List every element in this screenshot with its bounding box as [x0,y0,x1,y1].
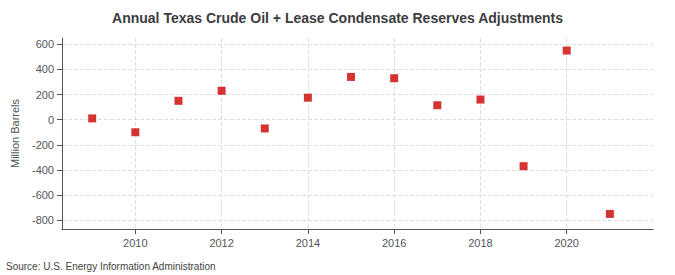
svg-text:0: 0 [48,114,54,126]
svg-text:400: 400 [36,63,54,75]
svg-text:Annual Texas Crude Oil + Lease: Annual Texas Crude Oil + Lease Condensat… [112,10,563,26]
svg-text:-200: -200 [32,139,54,151]
svg-text:200: 200 [36,89,54,101]
svg-text:2010: 2010 [123,237,147,249]
svg-text:Million Barrels: Million Barrels [9,98,21,168]
svg-text:2020: 2020 [554,237,578,249]
svg-text:-400: -400 [32,164,54,176]
svg-text:2012: 2012 [209,237,233,249]
svg-text:-600: -600 [32,189,54,201]
svg-text:Source: U.S. Energy Informatio: Source: U.S. Energy Information Administ… [6,261,216,272]
svg-text:2014: 2014 [296,237,320,249]
svg-text:2016: 2016 [382,237,406,249]
svg-text:-800: -800 [32,214,54,226]
svg-text:2018: 2018 [468,237,492,249]
svg-text:600: 600 [36,38,54,50]
